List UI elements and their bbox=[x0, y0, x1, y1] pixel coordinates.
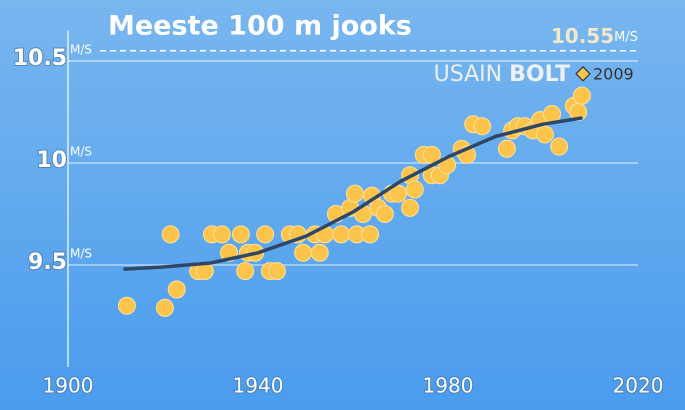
data-point bbox=[375, 205, 394, 223]
y-tick-unit: M/S bbox=[70, 247, 92, 261]
data-point bbox=[155, 298, 174, 317]
data-point bbox=[497, 139, 516, 158]
y-tick-label: 10.5 bbox=[13, 46, 67, 71]
data-point bbox=[361, 225, 380, 244]
y-tick-label: 10 bbox=[36, 148, 67, 173]
data-point bbox=[256, 225, 275, 244]
athlete-first-name: USAIN bbox=[434, 62, 502, 87]
data-point bbox=[117, 296, 136, 315]
data-point bbox=[572, 86, 591, 105]
data-point bbox=[550, 137, 569, 156]
data-point bbox=[310, 243, 329, 262]
data-point bbox=[389, 184, 408, 203]
data-point bbox=[294, 243, 313, 262]
x-tick-label: 1940 bbox=[233, 374, 284, 398]
y-tick-label: 9.5 bbox=[28, 250, 67, 275]
data-point bbox=[231, 225, 250, 244]
data-point bbox=[345, 184, 364, 203]
chart-title: Meeste 100 m jooks bbox=[108, 11, 412, 42]
y-tick-unit: M/S bbox=[70, 145, 92, 159]
record-year: 2009 bbox=[593, 64, 634, 83]
record-value: 10.55 bbox=[551, 23, 614, 47]
y-tick-unit: M/S bbox=[70, 43, 92, 57]
x-tick-label: 1900 bbox=[43, 374, 94, 398]
record-icon bbox=[575, 65, 591, 82]
x-tick-label: 1980 bbox=[423, 374, 474, 398]
data-point bbox=[535, 125, 554, 144]
data-point bbox=[236, 262, 255, 281]
trend-line bbox=[123, 116, 583, 271]
data-point bbox=[332, 225, 351, 244]
data-point bbox=[167, 280, 186, 299]
data-point bbox=[473, 117, 492, 136]
athlete-name: USAIN BOLT bbox=[434, 62, 570, 87]
data-point bbox=[268, 262, 286, 281]
data-point bbox=[405, 180, 424, 199]
x-tick-label: 2020 bbox=[613, 374, 664, 398]
record-unit: M/S bbox=[614, 29, 638, 44]
data-point bbox=[161, 225, 180, 244]
athlete-last-name: BOLT bbox=[509, 62, 570, 87]
data-point bbox=[212, 225, 231, 244]
data-point bbox=[401, 198, 419, 217]
record-label: 10.55M/S bbox=[551, 23, 638, 47]
data-point bbox=[543, 105, 562, 124]
